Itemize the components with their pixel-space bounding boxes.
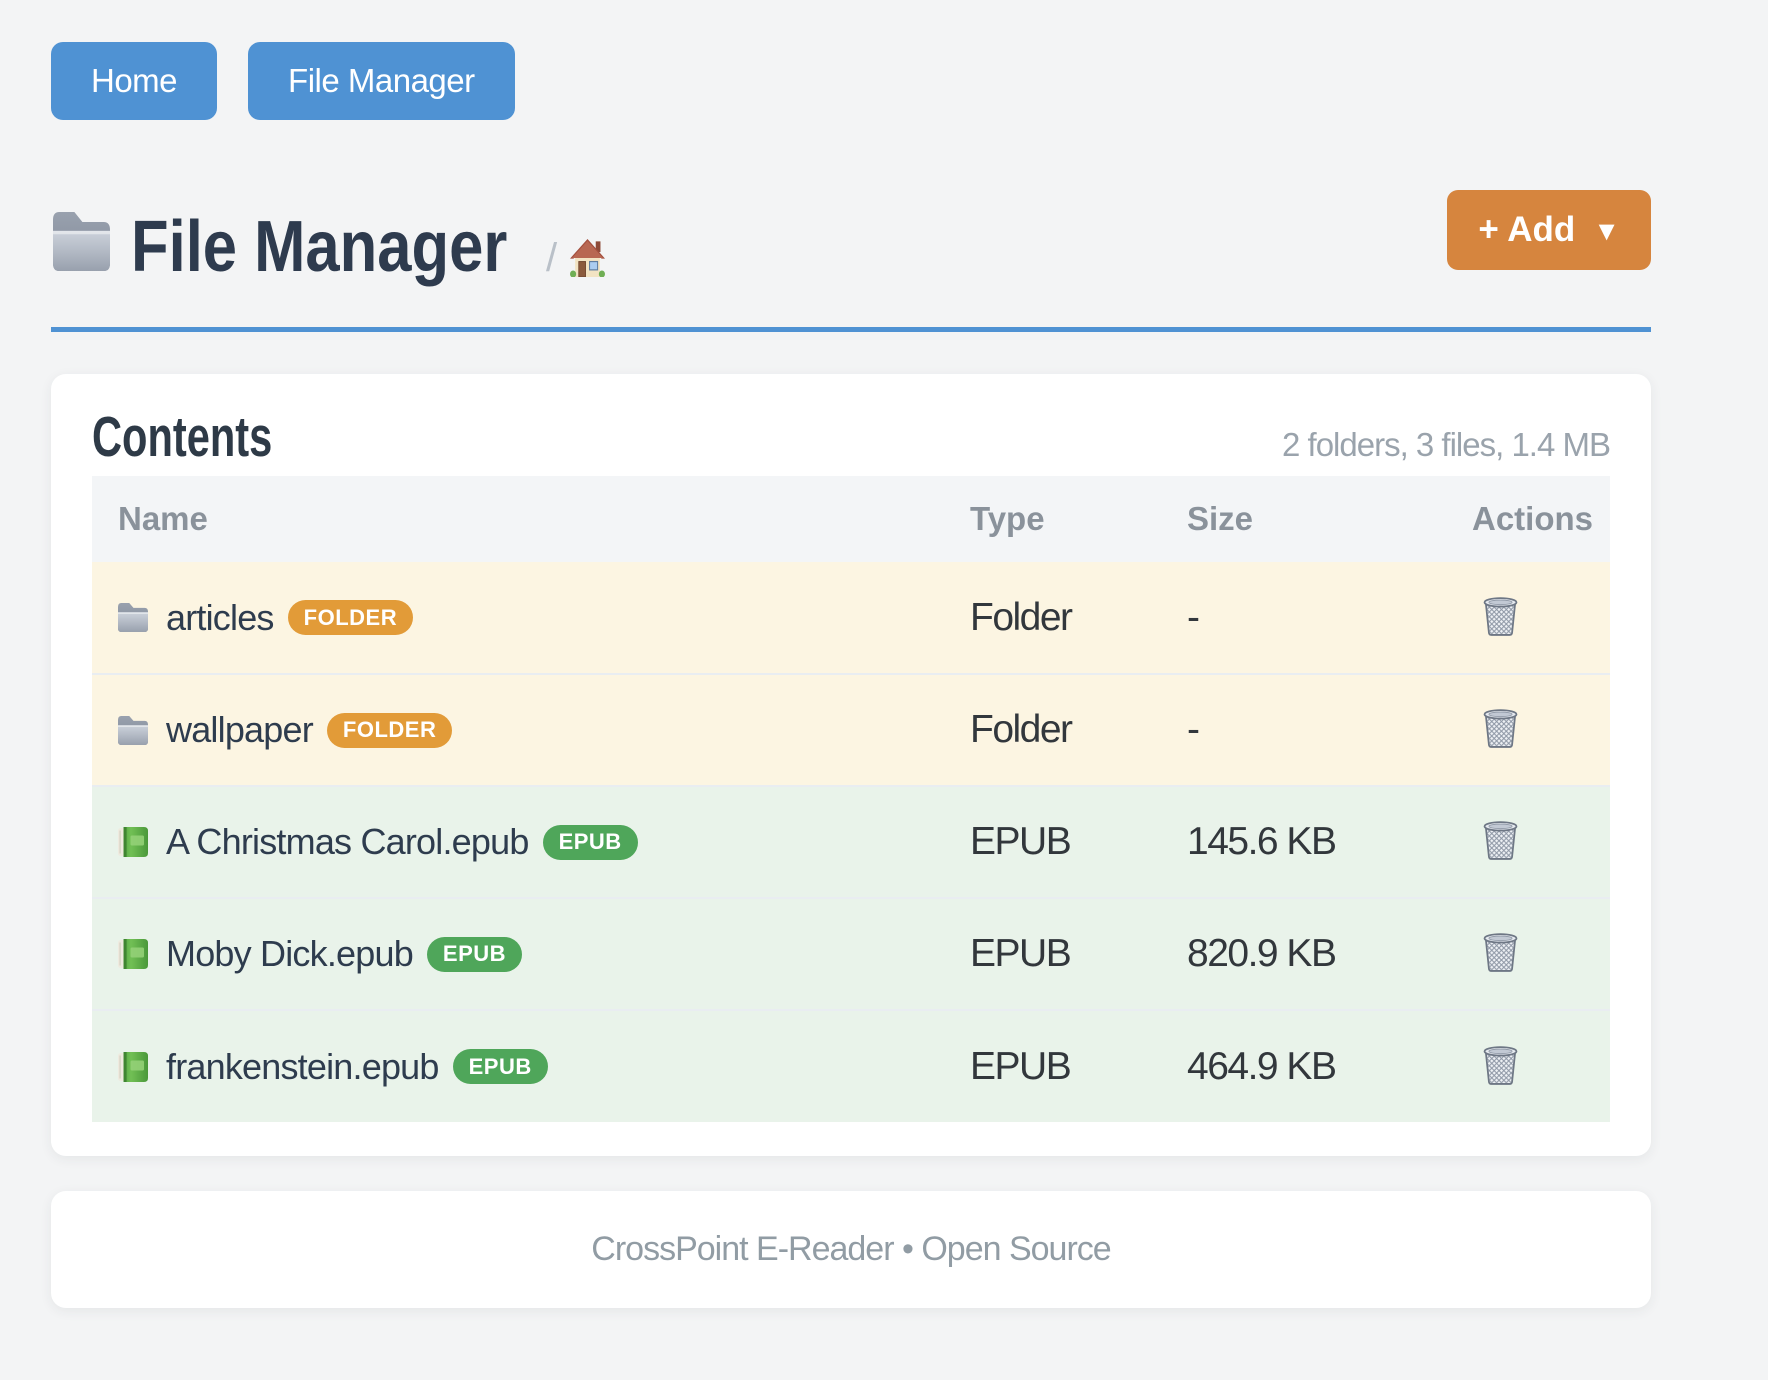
file-type-badge: FOLDER — [287, 600, 414, 635]
delete-button[interactable] — [1482, 707, 1519, 748]
file-size: - — [1187, 708, 1200, 751]
file-type: Folder — [970, 595, 1073, 639]
file-type-badge: EPUB — [542, 824, 638, 860]
contents-summary: 2 folders, 3 files, 1.4 MB — [1282, 426, 1611, 463]
table-row[interactable]: wallpaper FOLDER Folder - — [92, 674, 1610, 786]
file-type: EPUB — [970, 1044, 1072, 1088]
delete-button[interactable] — [1482, 595, 1519, 636]
delete-button[interactable] — [1482, 819, 1519, 860]
page: Home File Manager File Manager / + Add ▼… — [51, 0, 1651, 1308]
book-icon — [118, 827, 148, 857]
column-header-actions: Actions — [1472, 500, 1594, 537]
files-table-body: articles FOLDER Folder - wallpaper FOLDE… — [92, 562, 1610, 1122]
folder-icon — [118, 603, 148, 632]
file-name[interactable]: A Christmas Carol.epub — [166, 821, 529, 862]
page-title: File Manager — [131, 207, 508, 287]
files-table: Name Type Size Actions articles FOLDER F… — [92, 476, 1610, 1122]
footer-text: CrossPoint E-Reader • Open Source — [591, 1230, 1111, 1268]
contents-card: Contents 2 folders, 3 files, 1.4 MB Name… — [51, 374, 1651, 1156]
actions-cell — [1446, 562, 1610, 674]
trash-icon — [1483, 709, 1518, 748]
column-header-name[interactable]: Name — [118, 500, 208, 537]
column-header-size[interactable]: Size — [1187, 500, 1254, 537]
name-cell: frankenstein.epub EPUB — [92, 1010, 944, 1122]
breadcrumb: / — [546, 236, 606, 280]
file-type-badge: EPUB — [452, 1049, 548, 1084]
contents-title: Contents — [92, 405, 273, 469]
file-size: 820.9 KB — [1187, 932, 1337, 975]
file-name[interactable]: Moby Dick.epub — [166, 933, 414, 974]
add-button[interactable]: + Add ▼ — [1447, 190, 1651, 270]
file-type: EPUB — [970, 932, 1072, 975]
delete-button[interactable] — [1482, 931, 1519, 972]
file-type: Folder — [970, 708, 1073, 751]
table-row[interactable]: articles FOLDER Folder - — [92, 562, 1610, 674]
file-size: 464.9 KB — [1187, 1044, 1337, 1088]
file-name[interactable]: frankenstein.epub — [166, 1045, 439, 1087]
table-row[interactable]: A Christmas Carol.epub EPUB EPUB 145.6 K… — [92, 786, 1610, 898]
file-type-badge: EPUB — [426, 936, 523, 972]
column-header-type[interactable]: Type — [970, 500, 1045, 537]
table-row[interactable]: frankenstein.epub EPUB EPUB 464.9 KB — [92, 1010, 1610, 1122]
actions-cell — [1446, 674, 1610, 786]
trash-icon — [1483, 821, 1518, 860]
title-divider — [51, 327, 1651, 332]
actions-cell — [1446, 898, 1610, 1010]
caret-down-icon: ▼ — [1593, 215, 1620, 246]
home-nav-button[interactable]: Home — [51, 42, 218, 120]
file-name[interactable]: articles — [166, 596, 274, 638]
file-manager-nav-button[interactable]: File Manager — [248, 42, 515, 120]
actions-cell — [1446, 1010, 1610, 1122]
top-nav: Home File Manager — [51, 42, 1651, 120]
book-icon — [118, 939, 148, 969]
home-icon[interactable] — [570, 239, 606, 277]
folder-icon — [118, 715, 148, 745]
trash-icon — [1483, 1045, 1518, 1085]
add-button-label: + Add — [1478, 210, 1576, 249]
page-header: File Manager / + Add ▼ — [51, 190, 1651, 283]
breadcrumb-separator: / — [546, 236, 558, 280]
file-type: EPUB — [970, 820, 1072, 863]
file-size: 145.6 KB — [1187, 820, 1337, 863]
file-name[interactable]: wallpaper — [166, 709, 314, 750]
trash-icon — [1483, 596, 1518, 636]
footer-card: CrossPoint E-Reader • Open Source — [51, 1191, 1651, 1308]
name-cell: articles FOLDER — [92, 562, 944, 674]
name-cell: wallpaper FOLDER — [92, 674, 944, 786]
file-size: - — [1187, 595, 1200, 639]
name-cell: Moby Dick.epub EPUB — [92, 898, 944, 1010]
actions-cell — [1446, 786, 1610, 898]
name-cell: A Christmas Carol.epub EPUB — [92, 786, 944, 898]
delete-button[interactable] — [1482, 1044, 1519, 1085]
table-row[interactable]: Moby Dick.epub EPUB EPUB 820.9 KB — [92, 898, 1610, 1010]
folder-icon — [53, 212, 110, 271]
files-table-header-row: Name Type Size Actions — [92, 476, 1610, 562]
files-table-head: Name Type Size Actions — [92, 476, 1610, 562]
trash-icon — [1483, 933, 1518, 972]
book-icon — [118, 1051, 148, 1082]
contents-card-header: Contents 2 folders, 3 files, 1.4 MB — [92, 405, 1611, 469]
file-type-badge: FOLDER — [326, 712, 453, 748]
